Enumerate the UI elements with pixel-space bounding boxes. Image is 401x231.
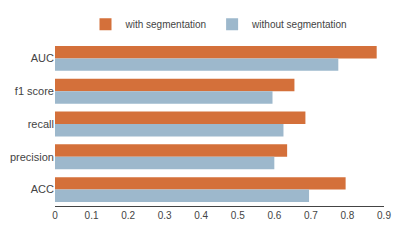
svg-text:f1 score: f1 score — [15, 85, 54, 97]
svg-text:0.8: 0.8 — [340, 210, 354, 221]
svg-text:with segmentation: with segmentation — [125, 19, 207, 30]
svg-text:0.3: 0.3 — [158, 210, 172, 221]
svg-text:0.5: 0.5 — [231, 210, 245, 221]
svg-text:0: 0 — [52, 210, 58, 221]
svg-text:0.1: 0.1 — [85, 210, 99, 221]
svg-text:0.9: 0.9 — [377, 210, 391, 221]
svg-text:0.6: 0.6 — [267, 210, 281, 221]
svg-text:without segmentation: without segmentation — [251, 19, 347, 30]
svg-text:precision: precision — [10, 151, 54, 163]
svg-text:0.2: 0.2 — [121, 210, 135, 221]
svg-text:ACC: ACC — [31, 183, 54, 195]
svg-text:AUC: AUC — [31, 52, 54, 64]
svg-text:0.4: 0.4 — [194, 210, 208, 221]
svg-text:0.7: 0.7 — [304, 210, 318, 221]
svg-text:recall: recall — [28, 118, 54, 130]
